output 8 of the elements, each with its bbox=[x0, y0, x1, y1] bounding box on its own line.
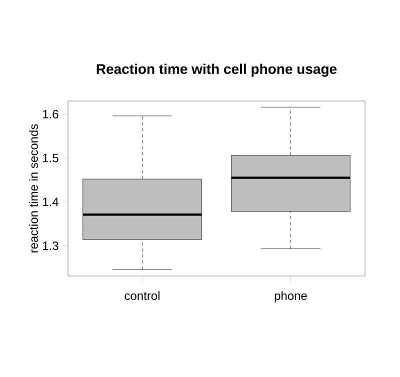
y-tick-label: 1.5 bbox=[43, 154, 58, 162]
y-axis-title: reaction time in seconds bbox=[29, 124, 38, 252]
x-tick-label: control bbox=[124, 291, 160, 300]
y-tick-label: 1.3 bbox=[43, 241, 58, 250]
chart-title: Reaction time with cell phone usage bbox=[96, 64, 337, 77]
y-tick-label: 1.6 bbox=[43, 110, 58, 118]
x-tick-label: phone bbox=[274, 291, 307, 302]
y-tick-label: 1.4 bbox=[43, 198, 58, 206]
